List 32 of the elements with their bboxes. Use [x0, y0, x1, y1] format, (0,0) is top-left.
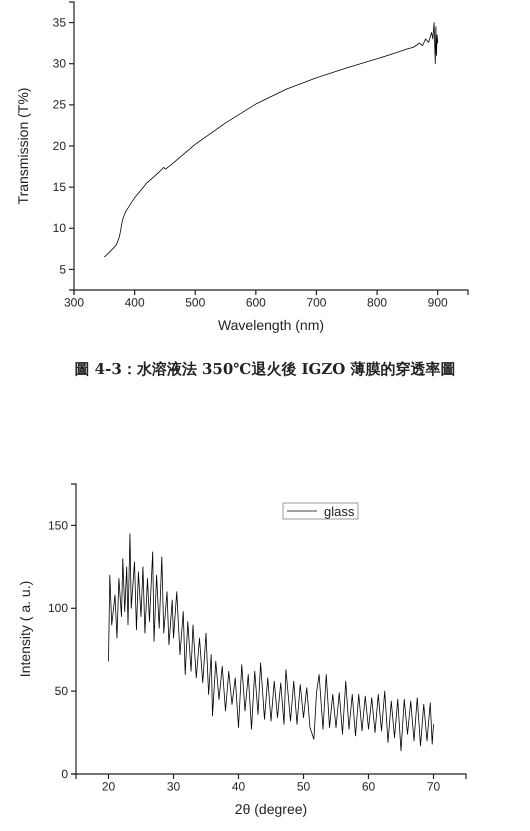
- y-tick-label: 25: [52, 98, 66, 112]
- x-tick-label: 300: [64, 296, 84, 310]
- y-axis-title: Intensity ( a. u.): [17, 580, 33, 678]
- x-tick-label: 20: [102, 780, 116, 794]
- y-tick-label: 20: [52, 138, 66, 153]
- legend-label: glass: [324, 504, 355, 519]
- x-tick-label: 800: [367, 296, 388, 310]
- x-tick-label: 700: [306, 296, 327, 310]
- x-tick-label: 40: [232, 780, 246, 794]
- x-tick-label: 60: [362, 780, 376, 794]
- x-tick-label: 900: [428, 296, 448, 310]
- y-tick-label: 50: [54, 684, 68, 698]
- y-axis-title: Transmission (T%): [15, 88, 31, 204]
- line-series: [108, 533, 434, 752]
- x-tick-label: 500: [185, 296, 206, 310]
- y-tick-label: 10: [52, 221, 66, 236]
- line-series: [104, 22, 438, 258]
- x-tick-label: 70: [426, 780, 440, 794]
- x-tick-label: 400: [124, 296, 145, 310]
- y-tick-label: 0: [61, 766, 68, 781]
- x-tick-label: 50: [296, 780, 310, 794]
- caption: 圖 4-3：水溶液法 350℃退火後 IGZO 薄膜的穿透率圖: [74, 360, 456, 378]
- y-tick-label: 5: [59, 262, 66, 276]
- x-tick-label: 30: [166, 780, 180, 794]
- x-axis-title: 2θ (degree): [234, 801, 308, 817]
- x-axis-title: Wavelength (nm): [218, 317, 324, 333]
- y-tick-label: 100: [48, 601, 68, 616]
- y-tick-label: 30: [52, 56, 66, 71]
- y-tick-label: 15: [52, 180, 66, 194]
- y-tick-label: 35: [52, 15, 66, 30]
- x-tick-label: 600: [246, 296, 266, 310]
- y-tick-label: 150: [48, 518, 68, 532]
